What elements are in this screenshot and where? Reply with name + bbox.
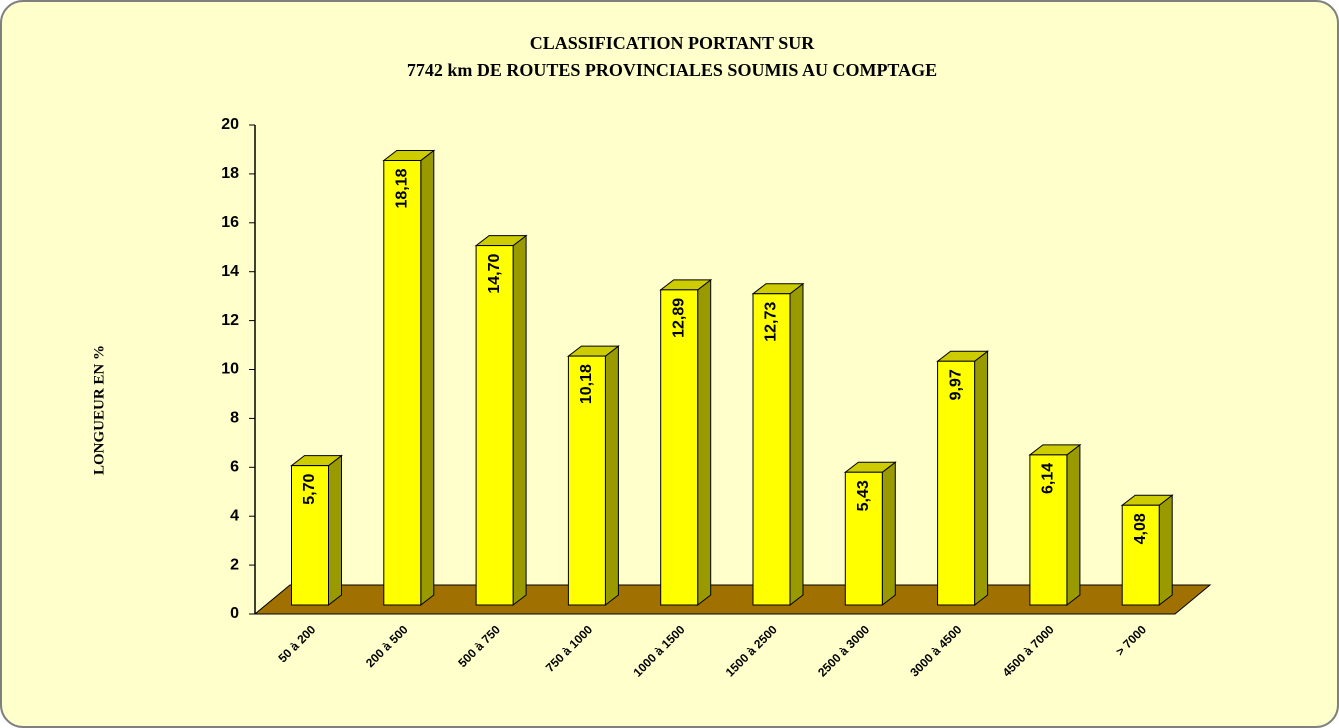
y-tick-label: 8 [230, 410, 239, 427]
bar [844, 471, 883, 606]
bar [752, 293, 791, 606]
value-label: 10,18 [578, 364, 595, 404]
y-tick-label: 2 [230, 556, 239, 573]
bar-side [328, 454, 342, 607]
value-label: 12,89 [670, 298, 687, 338]
y-tick-label: 4 [230, 507, 239, 524]
bar-side [604, 345, 619, 607]
y-tick-label: 16 [221, 214, 239, 231]
value-label: 14,70 [486, 253, 503, 293]
y-tick-label: 18 [221, 165, 239, 182]
y-tick-label: 6 [230, 459, 239, 476]
bar [567, 355, 606, 606]
bar-side [1158, 494, 1173, 607]
value-label: 18,18 [394, 168, 411, 208]
chart-title: CLASSIFICATION PORTANT SUR [530, 33, 815, 53]
bar-side [974, 350, 989, 607]
bar-side [881, 461, 896, 607]
bar [660, 289, 699, 606]
bar [1121, 504, 1160, 606]
y-tick-label: 14 [221, 263, 239, 280]
y-tick-label: 12 [221, 312, 239, 329]
value-label: 4,08 [1132, 513, 1149, 544]
bar-side [697, 278, 712, 607]
y-axis-label: LONGUEUR EN % [91, 345, 107, 475]
value-label: 5,70 [301, 474, 318, 505]
bar [1029, 454, 1068, 606]
value-label: 12,73 [763, 302, 780, 342]
bar [383, 159, 422, 606]
bar [475, 245, 514, 606]
value-label: 9,97 [947, 369, 964, 400]
y-tick-label: 0 [230, 605, 239, 622]
value-label: 6,14 [1040, 463, 1057, 494]
bar-side [512, 234, 527, 607]
y-tick-label: 20 [221, 116, 239, 133]
bar-side [420, 149, 435, 607]
bar-side [1066, 443, 1081, 607]
y-tick-label: 10 [221, 361, 239, 378]
bar [937, 360, 976, 606]
bar [291, 465, 329, 606]
bar-side [789, 282, 804, 607]
value-label: 5,43 [855, 480, 872, 511]
chart-title: 7742 km DE ROUTES PROVINCIALES SOUMIS AU… [407, 60, 937, 80]
